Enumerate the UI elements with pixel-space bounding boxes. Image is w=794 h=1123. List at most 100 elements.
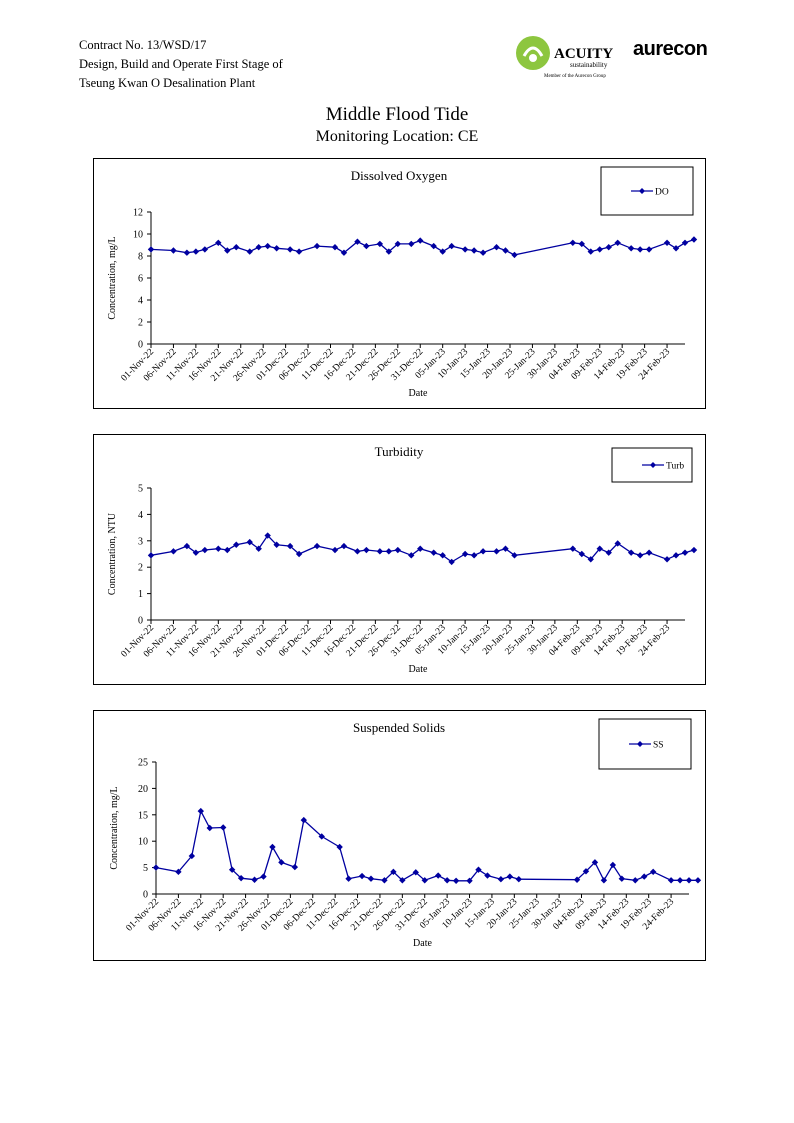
- y-tick-label: 10: [133, 230, 143, 241]
- y-tick-label: 5: [138, 484, 143, 495]
- acuity-sub: sustainability: [570, 61, 608, 69]
- data-point: [183, 249, 191, 256]
- acuity-name: ACUITY: [554, 46, 613, 62]
- data-point: [672, 245, 680, 252]
- y-axis-title: Concentration, mg/L: [109, 786, 120, 869]
- legend-label: DO: [655, 188, 669, 198]
- y-tick-label: 0: [143, 890, 148, 901]
- y-tick-label: 12: [133, 208, 143, 219]
- y-tick-label: 2: [138, 563, 143, 574]
- chart-title: Suspended Solids: [353, 720, 445, 735]
- data-point: [394, 240, 402, 248]
- acuity-logo-circle: [516, 36, 550, 70]
- data-point: [627, 245, 635, 252]
- page-title: Middle Flood Tide: [325, 104, 469, 125]
- y-tick-label: 6: [138, 274, 143, 285]
- chart-title: Turbidity: [375, 444, 424, 459]
- contract-number: Contract No. 13/WSD/17: [79, 38, 207, 52]
- x-axis-title: Date: [409, 388, 428, 399]
- data-point: [295, 248, 303, 255]
- data-point: [605, 244, 612, 251]
- page-subtitle: Monitoring Location: CE: [315, 128, 479, 145]
- chart-frame: [93, 434, 706, 685]
- data-point: [578, 240, 585, 248]
- data-point: [497, 876, 505, 883]
- acuity-member: Member of the Aurecon Group: [544, 74, 606, 79]
- y-tick-label: 4: [138, 510, 143, 521]
- data-point: [246, 538, 253, 546]
- y-tick-label: 15: [138, 810, 148, 821]
- data-point: [596, 545, 603, 552]
- data-point: [170, 548, 177, 555]
- data-point: [233, 541, 240, 548]
- y-tick-label: 3: [138, 536, 143, 547]
- legend-label: Turb: [666, 462, 684, 472]
- data-point: [188, 852, 196, 860]
- data-point: [448, 242, 455, 250]
- data-point: [493, 244, 500, 251]
- data-point: [273, 541, 280, 548]
- y-tick-label: 8: [138, 252, 143, 263]
- y-tick-label: 2: [138, 318, 143, 329]
- chart-title: Dissolved Oxygen: [351, 168, 448, 183]
- data-point: [618, 875, 626, 882]
- data-point: [318, 833, 325, 840]
- data-point: [233, 244, 240, 251]
- data-point: [681, 239, 689, 246]
- data-point: [479, 249, 487, 256]
- data-point: [578, 550, 585, 558]
- data-point: [600, 877, 608, 884]
- project-line-2: Tseung Kwan O Desalination Plant: [79, 76, 256, 90]
- legend-label: SS: [653, 741, 664, 751]
- data-point: [201, 246, 209, 253]
- data-point: [376, 240, 384, 248]
- legend-marker: [639, 188, 645, 194]
- page-titles: Middle Flood Tide Monitoring Location: C…: [0, 104, 794, 148]
- y-tick-label: 10: [138, 837, 148, 848]
- data-point: [636, 552, 644, 559]
- aurecon-logo: aurecon: [633, 38, 708, 60]
- data-point: [340, 249, 348, 256]
- data-point: [690, 236, 698, 243]
- y-tick-label: 4: [138, 296, 143, 307]
- data-point: [614, 239, 621, 246]
- data-point: [663, 556, 671, 563]
- y-tick-label: 1: [138, 589, 143, 600]
- y-tick-label: 5: [143, 863, 148, 874]
- data-point: [636, 246, 644, 253]
- data-point: [461, 246, 469, 253]
- data-point: [408, 240, 415, 248]
- project-line-1: Design, Build and Operate First Stage of: [79, 57, 283, 71]
- data-point: [313, 242, 321, 250]
- data-point: [430, 242, 437, 250]
- x-axis-title: Date: [409, 664, 428, 675]
- data-point: [331, 244, 339, 251]
- acuity-logo: ACUITY sustainability Member of the Aure…: [516, 36, 613, 79]
- y-tick-label: 20: [138, 784, 148, 795]
- y-axis-title: Concentration, mg/L: [107, 236, 118, 319]
- acuity-logo-mark: [522, 46, 544, 57]
- data-point: [605, 549, 612, 556]
- legend-marker: [650, 462, 656, 468]
- y-tick-label: 0: [138, 616, 143, 627]
- data-point: [690, 546, 698, 554]
- data-point: [515, 876, 522, 883]
- y-tick-label: 0: [138, 340, 143, 351]
- data-point: [685, 877, 693, 884]
- data-point: [385, 248, 393, 255]
- data-point: [511, 251, 518, 259]
- y-axis-title: Concentration, NTU: [107, 512, 118, 595]
- data-point: [215, 239, 222, 246]
- data-point: [206, 824, 213, 832]
- x-axis-title: Date: [413, 938, 432, 949]
- series-line-turb: [150, 534, 695, 563]
- data-point: [461, 550, 469, 558]
- chart-suspended-solids: Suspended Solids 0 5 10 15 20 25 Concentration,…: [93, 710, 706, 961]
- document-header: Contract No. 13/WSD/17 Design, Build and…: [79, 36, 283, 93]
- data-point: [251, 876, 258, 883]
- y-tick-label: 25: [138, 758, 148, 769]
- data-point: [645, 246, 653, 253]
- data-point: [273, 245, 280, 252]
- data-point: [197, 807, 204, 815]
